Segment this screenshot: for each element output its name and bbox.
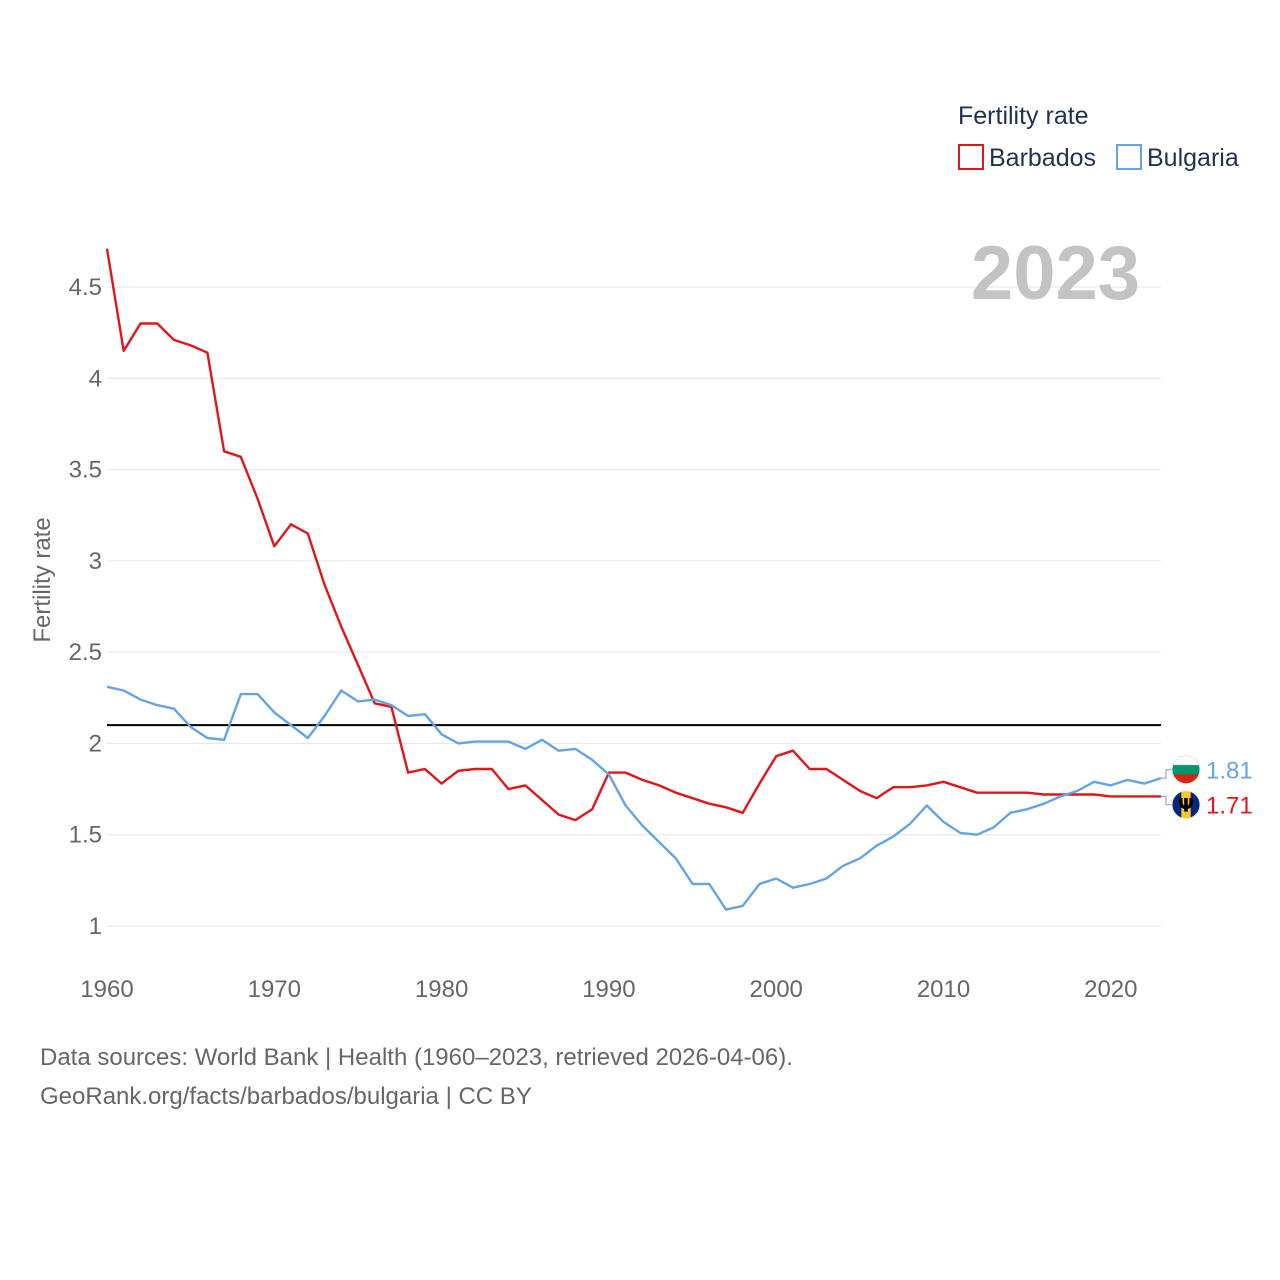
x-axis-ticks: 1960 1970 1980 1990 2000 2010 2020: [80, 976, 1137, 1003]
x-tick-label-1970: 1970: [248, 976, 301, 1003]
y-tick-label-3.5: 3.5: [69, 457, 102, 484]
data-source-note: Data sources: World Bank | Health (1960–…: [40, 1044, 793, 1071]
y-tick-label-4: 4: [89, 365, 102, 392]
y-axis-ticks: 1 1.5 2 2.5 3 3.5 4 4.5: [69, 274, 102, 940]
series-line-bulgaria[interactable]: [106, 685, 1162, 911]
x-tick-label-1960: 1960: [80, 976, 133, 1003]
end-connector-barbados: [1161, 795, 1172, 806]
y-tick-label-3: 3: [89, 548, 102, 575]
x-tick-label-2020: 2020: [1084, 976, 1137, 1003]
svg-text:Ψ: Ψ: [1178, 795, 1194, 817]
legend-swatch-barbados[interactable]: [958, 144, 984, 170]
end-value-label-barbados: 1.71: [1206, 793, 1253, 820]
x-tick-label-1990: 1990: [582, 976, 635, 1003]
end-connector-bulgaria: [1161, 769, 1172, 779]
y-tick-label-2: 2: [89, 730, 102, 757]
flag-bulgaria-icon: [1171, 755, 1201, 785]
y-tick-label-2.5: 2.5: [69, 639, 102, 666]
end-value-label-bulgaria: 1.81: [1206, 758, 1253, 785]
country-flags: Ψ: [1171, 755, 1201, 820]
y-tick-label-4.5: 4.5: [69, 274, 102, 301]
x-tick-label-2010: 2010: [917, 976, 970, 1003]
x-tick-label-1980: 1980: [415, 976, 468, 1003]
year-label: 2023: [971, 231, 1140, 316]
y-tick-label-1.5: 1.5: [69, 822, 102, 849]
grid-lines: [107, 286, 1161, 927]
end-value-labels: 1.71 1.81: [1206, 758, 1253, 820]
series-line-barbados[interactable]: [105, 248, 1161, 822]
legend-label-bulgaria[interactable]: Bulgaria: [1147, 144, 1239, 172]
x-tick-label-2000: 2000: [750, 976, 803, 1003]
source-url-license: GeoRank.org/facts/barbados/bulgaria | CC…: [40, 1083, 532, 1110]
flag-barbados-icon: Ψ: [1171, 790, 1201, 820]
legend-swatch-bulgaria[interactable]: [1116, 144, 1142, 170]
y-tick-label-1: 1: [89, 913, 102, 940]
legend-title: Fertility rate: [958, 102, 1089, 130]
series-lines: [105, 248, 1162, 911]
y-axis-title: Fertility rate: [29, 517, 56, 642]
end-label-connectors: [1161, 769, 1172, 806]
legend-label-barbados[interactable]: Barbados: [989, 144, 1096, 172]
legend: Fertility rate Barbados Bulgaria: [958, 102, 1239, 172]
